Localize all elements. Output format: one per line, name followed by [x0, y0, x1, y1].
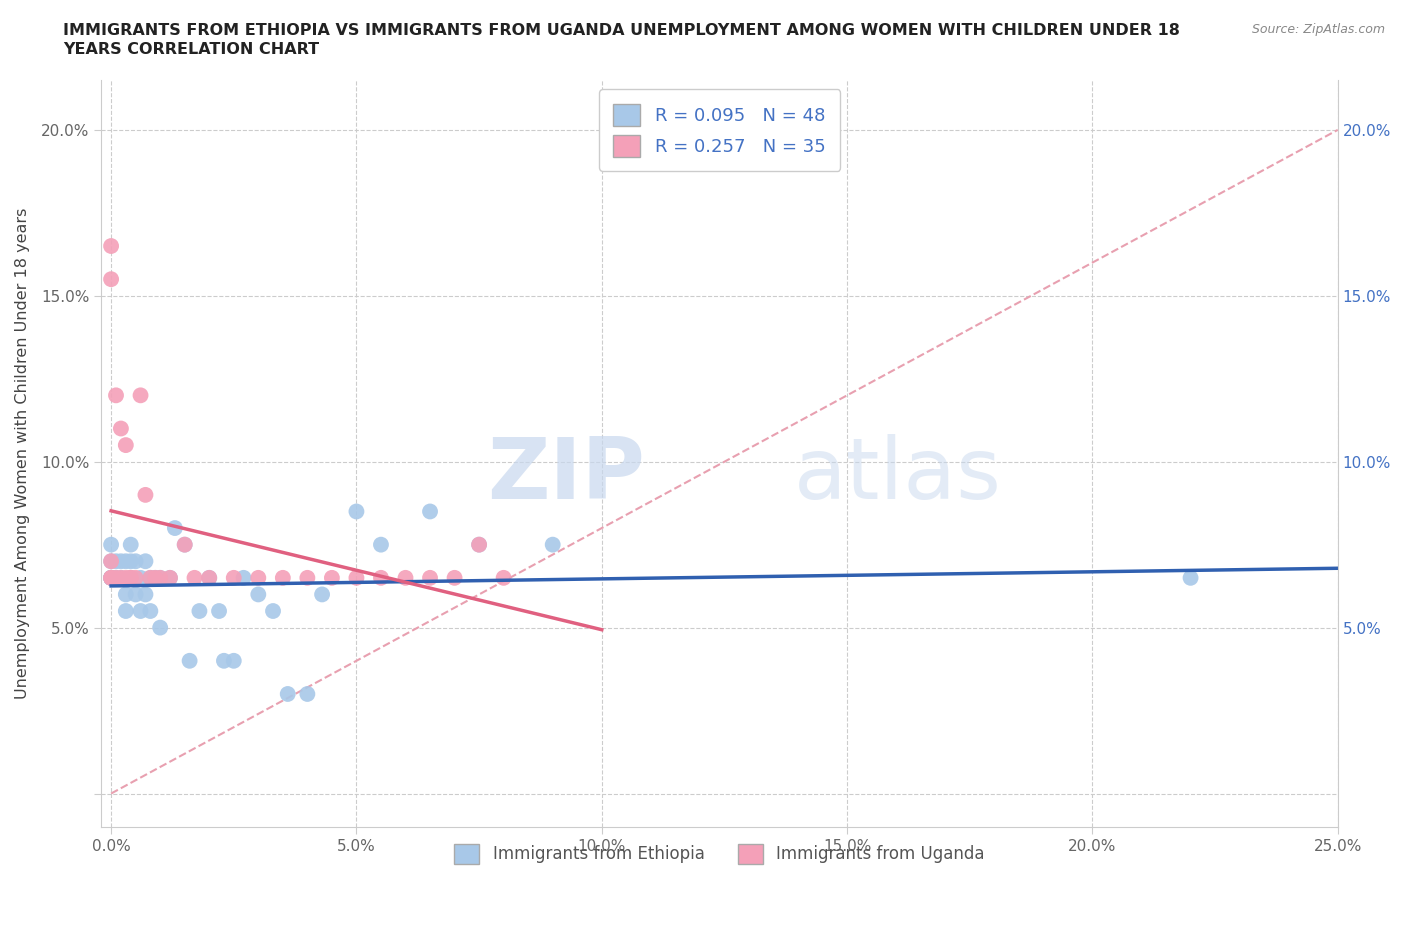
Point [143, 570, 166, 585]
Point [232, 570, 254, 585]
Point [105, 570, 128, 585]
Point [143, 570, 166, 585]
Point [100, 553, 122, 568]
Point [468, 538, 491, 552]
Point [100, 570, 122, 585]
Text: IMMIGRANTS FROM ETHIOPIA VS IMMIGRANTS FROM UGANDA UNEMPLOYMENT AMONG WOMEN WITH: IMMIGRANTS FROM ETHIOPIA VS IMMIGRANTS F… [63, 23, 1180, 38]
Point [139, 604, 162, 618]
Text: YEARS CORRELATION CHART: YEARS CORRELATION CHART [63, 42, 319, 57]
Point [468, 538, 491, 552]
Point [129, 388, 152, 403]
Point [222, 654, 245, 669]
Point [134, 587, 156, 602]
Y-axis label: Unemployment Among Women with Children Under 18 years: Unemployment Among Women with Children U… [15, 207, 30, 699]
Point [110, 570, 132, 585]
Point [277, 686, 299, 701]
Point [120, 570, 142, 585]
Point [198, 570, 221, 585]
Point [100, 239, 122, 254]
Point [297, 686, 319, 701]
Point [100, 538, 122, 552]
Point [222, 570, 245, 585]
Point [100, 570, 122, 585]
Point [443, 570, 465, 585]
Point [419, 504, 441, 519]
Point [129, 570, 152, 585]
Text: Source: ZipAtlas.com: Source: ZipAtlas.com [1251, 23, 1385, 36]
Point [110, 421, 132, 436]
Point [114, 438, 136, 453]
Point [149, 570, 172, 585]
Point [247, 587, 270, 602]
Point [311, 587, 333, 602]
Point [105, 570, 128, 585]
Point [100, 272, 122, 286]
Point [370, 570, 392, 585]
Point [541, 538, 564, 552]
Point [100, 570, 122, 585]
Point [198, 570, 221, 585]
Point [370, 538, 392, 552]
Point [321, 570, 343, 585]
Point [139, 570, 162, 585]
Point [179, 654, 201, 669]
Point [183, 570, 205, 585]
Point [124, 570, 146, 585]
Point [492, 570, 515, 585]
Point [419, 570, 441, 585]
Point [114, 570, 136, 585]
Point [188, 604, 211, 618]
Point [114, 553, 136, 568]
Point [105, 388, 128, 403]
Point [100, 570, 122, 585]
Point [124, 587, 146, 602]
Point [173, 538, 195, 552]
Text: ZIP: ZIP [488, 434, 645, 517]
Point [139, 570, 162, 585]
Text: atlas: atlas [794, 434, 1001, 517]
Point [297, 570, 319, 585]
Point [149, 570, 172, 585]
Point [159, 570, 181, 585]
Point [105, 553, 128, 568]
Point [134, 487, 156, 502]
Point [208, 604, 231, 618]
Point [346, 504, 368, 519]
Point [110, 570, 132, 585]
Point [394, 570, 416, 585]
Point [114, 587, 136, 602]
Point [159, 570, 181, 585]
Point [100, 553, 122, 568]
Point [100, 570, 122, 585]
Point [129, 604, 152, 618]
Point [110, 553, 132, 568]
Point [346, 570, 368, 585]
Point [163, 521, 186, 536]
Point [124, 553, 146, 568]
Legend: Immigrants from Ethiopia, Immigrants from Uganda: Immigrants from Ethiopia, Immigrants fro… [447, 837, 991, 870]
Point [120, 553, 142, 568]
Point [1180, 570, 1202, 585]
Point [120, 570, 142, 585]
Point [120, 538, 142, 552]
Point [100, 570, 122, 585]
Point [262, 604, 284, 618]
Point [114, 604, 136, 618]
Point [212, 654, 235, 669]
Point [120, 570, 142, 585]
Point [134, 553, 156, 568]
Point [247, 570, 270, 585]
Point [271, 570, 294, 585]
Point [173, 538, 195, 552]
Point [149, 620, 172, 635]
